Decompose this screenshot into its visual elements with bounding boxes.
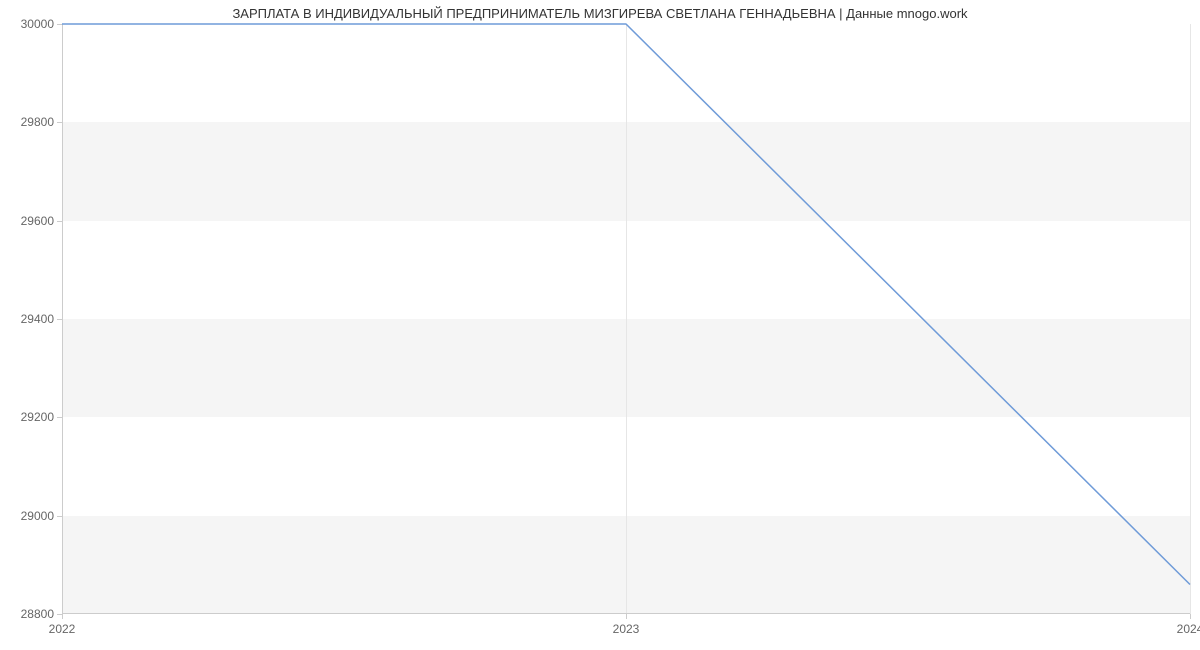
x-tick-mark — [1190, 614, 1191, 619]
x-tick-label: 2024 — [1177, 622, 1200, 636]
series-line-salary — [62, 24, 1190, 585]
x-tick-mark — [626, 614, 627, 619]
chart-title: ЗАРПЛАТА В ИНДИВИДУАЛЬНЫЙ ПРЕДПРИНИМАТЕЛ… — [0, 6, 1200, 21]
salary-chart: ЗАРПЛАТА В ИНДИВИДУАЛЬНЫЙ ПРЕДПРИНИМАТЕЛ… — [0, 0, 1200, 650]
x-tick-mark — [62, 614, 63, 619]
y-tick-label: 29200 — [21, 410, 54, 424]
y-tick-label: 30000 — [21, 17, 54, 31]
x-gridline — [1190, 24, 1191, 614]
y-tick-label: 29600 — [21, 214, 54, 228]
plot-area: 2880029000292002940029600298003000020222… — [62, 24, 1190, 614]
y-tick-label: 29400 — [21, 312, 54, 326]
x-tick-label: 2022 — [49, 622, 76, 636]
y-tick-label: 29000 — [21, 509, 54, 523]
x-tick-label: 2023 — [613, 622, 640, 636]
line-layer — [62, 24, 1190, 614]
y-tick-label: 28800 — [21, 607, 54, 621]
y-tick-label: 29800 — [21, 115, 54, 129]
